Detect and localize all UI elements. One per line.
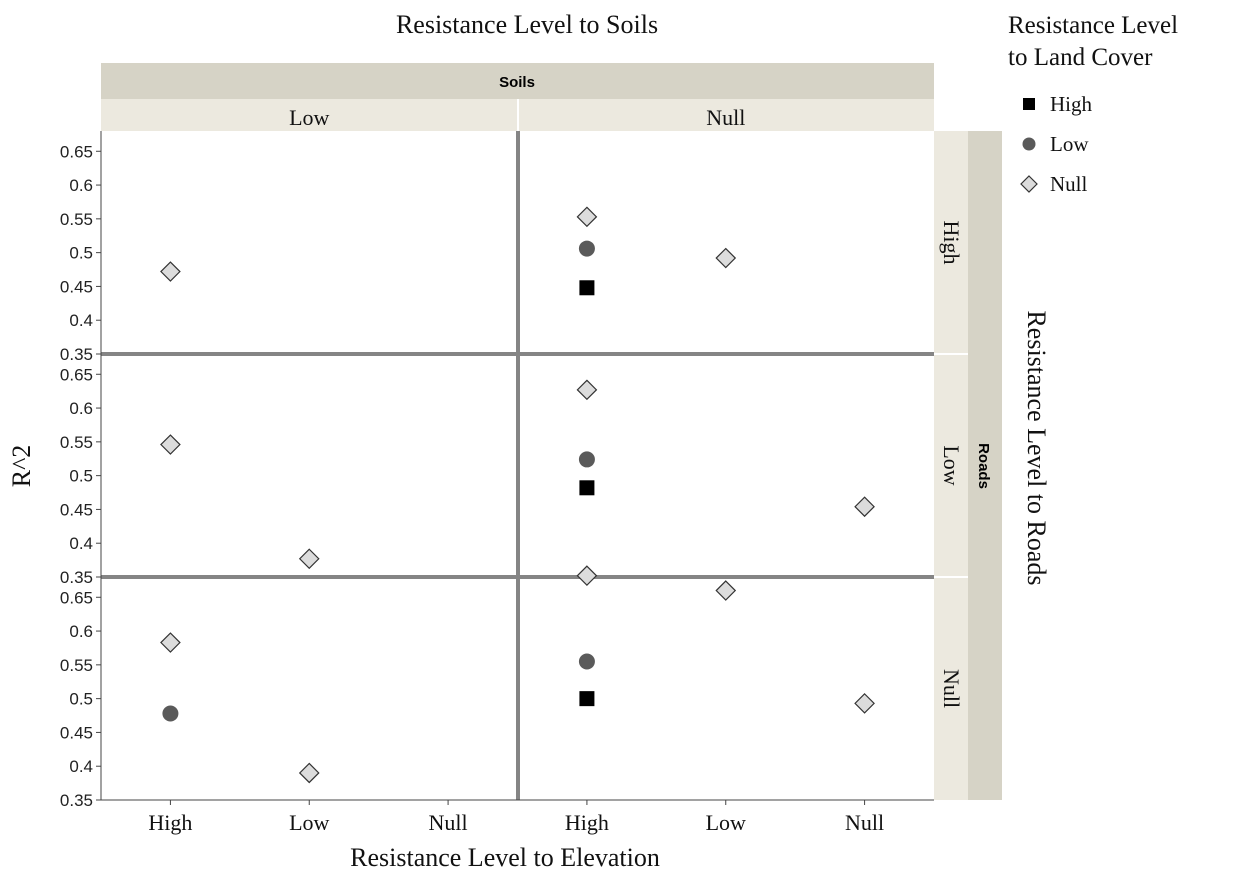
y-tick-label: 0.5: [69, 467, 93, 486]
soils-level-label: Null: [706, 105, 745, 130]
y-tick-label: 0.4: [69, 311, 93, 330]
legend-title-line: to Land Cover: [1008, 44, 1153, 71]
legend-label: Low: [1050, 132, 1089, 156]
x-tick-label: High: [565, 810, 609, 835]
y-tick-label: 0.55: [60, 433, 93, 452]
y-tick-label: 0.65: [60, 142, 93, 161]
roads-level-label: High: [939, 221, 964, 265]
point-high-land-cover: [579, 280, 595, 296]
point-high-land-cover: [579, 691, 595, 707]
point-null-land-cover: [854, 693, 875, 714]
point-null-land-cover: [160, 261, 181, 282]
x-tick-label: Null: [845, 810, 884, 835]
y-tick-label: 0.35: [60, 568, 93, 587]
axis-ticks: 0.650.60.550.50.450.40.350.650.60.550.50…: [60, 142, 884, 835]
point-null-land-cover: [576, 379, 598, 401]
right-strip-title-bg: [968, 131, 1002, 800]
top-strip-title-bg: [101, 63, 934, 99]
y-tick-label: 0.35: [60, 791, 93, 810]
point-null-land-cover: [576, 565, 598, 586]
point-low-land-cover: [578, 240, 595, 257]
roads-level-label: Low: [939, 445, 964, 485]
legend-marker-high: [1023, 98, 1035, 110]
legend: Resistance Level to Land Cover High Low Null: [1008, 12, 1178, 196]
chart-title: Resistance Level to Soils: [396, 10, 658, 39]
y-tick-label: 0.5: [69, 244, 93, 263]
point-null-land-cover: [160, 632, 181, 653]
y-tick-label: 0.45: [60, 500, 93, 519]
y-tick-label: 0.6: [69, 622, 93, 641]
legend-marker-low: [1022, 137, 1036, 151]
y-axis-title: R^2: [7, 445, 36, 488]
legend-marker-null: [1020, 175, 1038, 193]
facet-level-labels: Low Null High Low Null: [289, 105, 964, 708]
legend-label: Null: [1050, 172, 1088, 196]
point-null-land-cover: [160, 434, 181, 455]
y-tick-label: 0.4: [69, 757, 93, 776]
y-tick-label: 0.35: [60, 345, 93, 364]
y-tick-label: 0.6: [69, 176, 93, 195]
point-high-land-cover: [579, 480, 595, 496]
x-tick-label: Null: [429, 810, 468, 835]
data-points: [160, 206, 875, 784]
y-tick-label: 0.55: [60, 210, 93, 229]
x-tick-label: High: [148, 810, 192, 835]
roads-level-label: Null: [939, 669, 964, 708]
soils-level-label: Low: [289, 105, 329, 130]
point-low-land-cover: [578, 653, 595, 670]
point-low-land-cover: [578, 451, 595, 468]
right-strip-levels-bg: [934, 131, 968, 800]
y-tick-label: 0.6: [69, 399, 93, 418]
right-strip-title: Roads: [975, 443, 992, 489]
point-low-land-cover: [162, 705, 179, 722]
point-null-land-cover: [576, 206, 598, 228]
point-null-land-cover: [298, 762, 320, 784]
legend-title-line: Resistance Level: [1008, 12, 1178, 39]
y-tick-label: 0.5: [69, 690, 93, 709]
y-tick-label: 0.45: [60, 723, 93, 742]
point-null-land-cover: [298, 548, 320, 570]
y-tick-label: 0.65: [60, 365, 93, 384]
top-strip-title: Soils: [499, 74, 535, 91]
x-tick-label: Low: [289, 810, 329, 835]
right-axis-title: Resistance Level to Roads: [1022, 310, 1051, 585]
y-tick-label: 0.45: [60, 277, 93, 296]
point-null-land-cover: [854, 496, 875, 518]
legend-label: High: [1050, 92, 1093, 116]
x-tick-label: Low: [706, 810, 746, 835]
point-null-land-cover: [715, 580, 737, 601]
y-tick-label: 0.4: [69, 534, 93, 553]
point-null-land-cover: [715, 247, 737, 269]
y-tick-label: 0.55: [60, 656, 93, 675]
x-axis-title: Resistance Level to Elevation: [350, 843, 660, 871]
y-tick-label: 0.65: [60, 588, 93, 607]
